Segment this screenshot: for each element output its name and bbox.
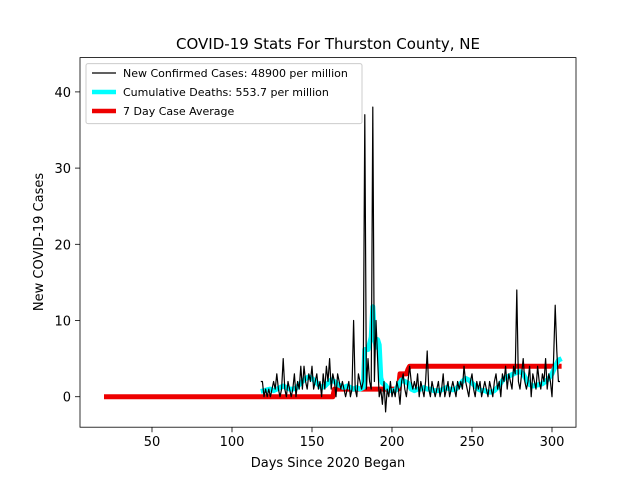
y-tick-label: 0 — [63, 391, 71, 406]
y-tick-label: 10 — [54, 315, 71, 330]
y-tick-label: 30 — [54, 162, 71, 177]
plot-frame — [79, 57, 577, 428]
y-axis-label: New COVID-19 Cases — [32, 173, 47, 311]
x-axis-label: Days Since 2020 Began — [251, 456, 406, 471]
x-tick-label: 250 — [460, 435, 485, 450]
series-layer — [104, 106, 563, 413]
y-tick-label: 40 — [54, 86, 71, 101]
series-line-new-cases — [260, 106, 560, 413]
legend-box — [85, 63, 363, 125]
legend: New Confirmed Cases: 48900 per million C… — [85, 63, 363, 125]
chart-title: COVID-19 Stats For Thurston County, NE — [176, 35, 480, 53]
y-tick-label: 20 — [54, 238, 71, 253]
legend-label-7-day-average: 7 Day Case Average — [123, 105, 235, 118]
x-tick-label: 200 — [380, 435, 405, 450]
legend-label-new-cases: New Confirmed Cases: 48900 per million — [123, 67, 348, 80]
y-axis-ticks: 0 10 20 30 40 — [54, 86, 80, 406]
x-tick-label: 300 — [540, 435, 565, 450]
x-tick-label: 50 — [144, 435, 161, 450]
legend-label-cumulative-deaths: Cumulative Deaths: 553.7 per million — [123, 86, 329, 99]
x-axis-ticks: 50 100 150 200 250 300 — [144, 427, 565, 450]
x-tick-label: 100 — [220, 435, 245, 450]
x-tick-label: 150 — [300, 435, 325, 450]
